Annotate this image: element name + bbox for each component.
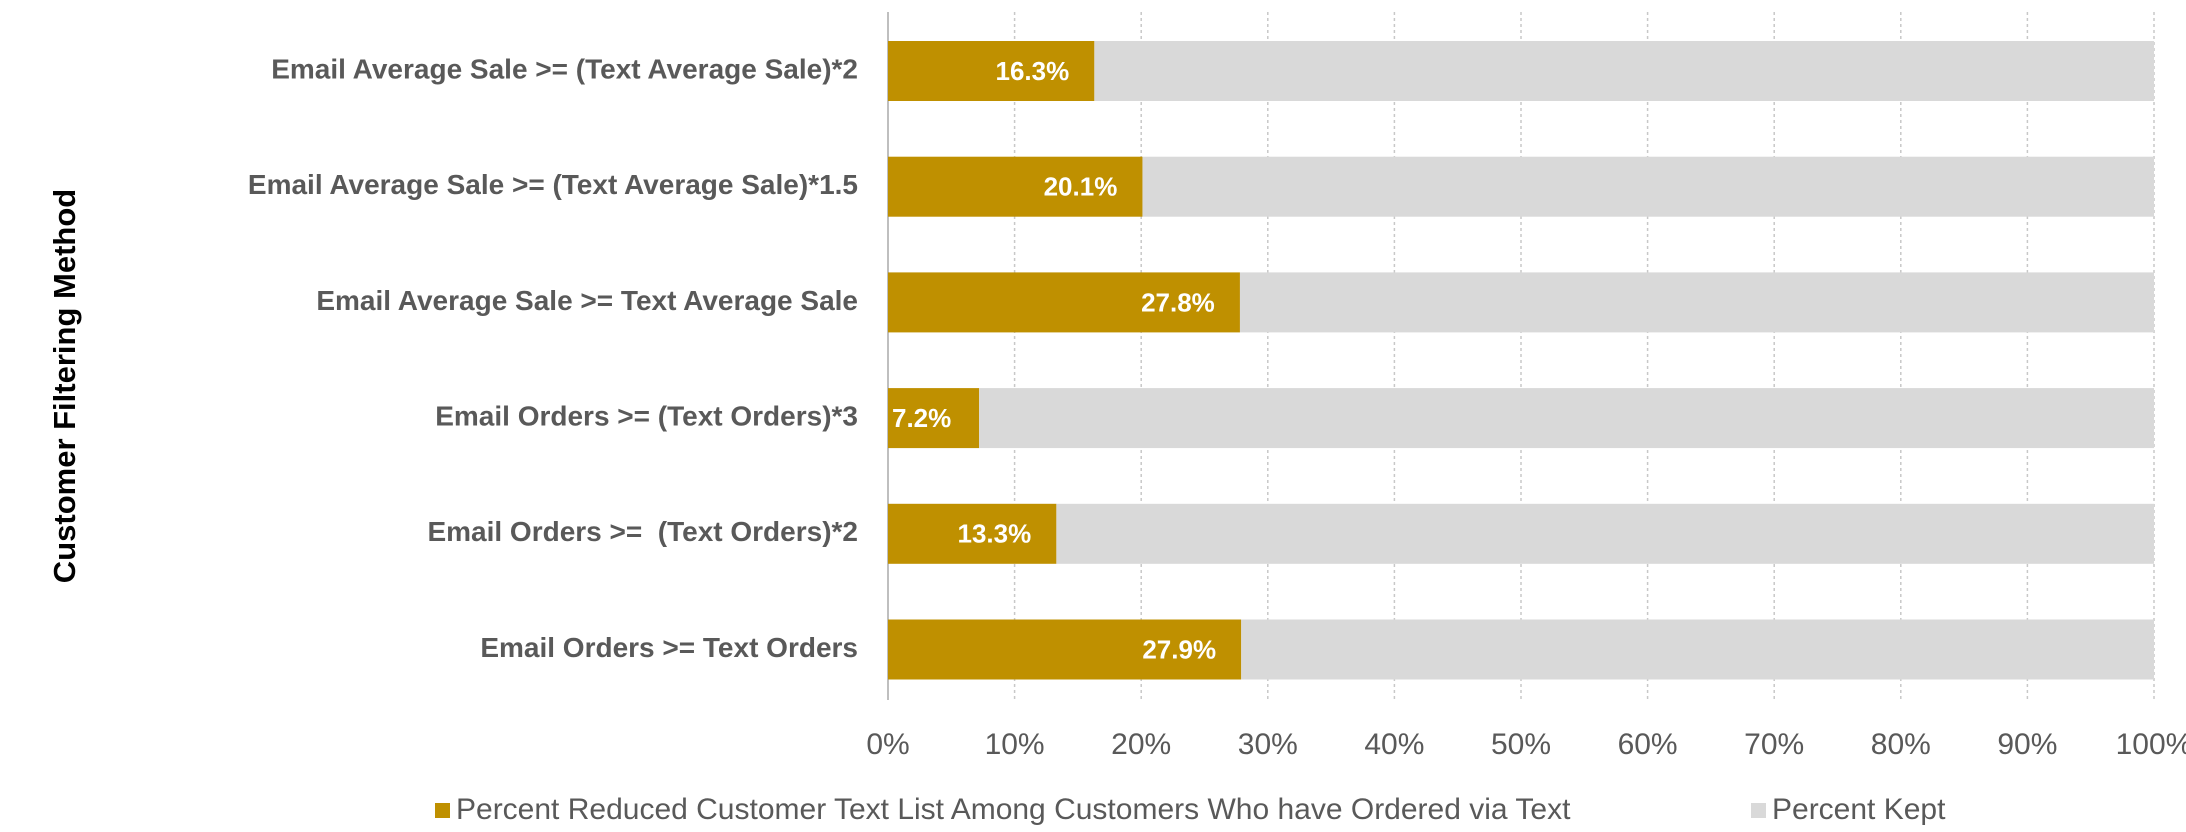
y-axis-label: Customer Filtering Method [47,189,82,583]
value-label: 27.9% [1142,634,1216,664]
x-tick-label: 50% [1491,728,1551,761]
y-tick-label: Email Orders >= Text Orders [480,632,858,663]
x-tick-label: 90% [1997,728,2057,761]
bar-segment [888,619,1242,680]
bar-segment [1056,503,2154,564]
bar-segment [1239,272,2154,333]
y-tick-label: Email Average Sale >= (Text Average Sale… [248,169,858,200]
bar-segment [888,503,1057,564]
x-tick-label: 10% [985,728,1045,761]
y-tick-label: Email Average Sale >= Text Average Sale [316,285,858,316]
legend-label: Percent Reduced Customer Text List Among… [456,793,1571,826]
bar-segment [888,41,1095,101]
value-label: 27.8% [1141,287,1215,317]
x-tick-label: 70% [1744,728,1804,761]
bar-segment [1241,619,2154,680]
value-label: 7.2% [892,403,951,433]
y-tick-label: Email Orders >= (Text Orders)*2 [427,516,858,547]
bar-segment [1094,41,2154,101]
bar-segment [1142,156,2154,217]
value-label: 20.1% [1044,172,1118,202]
legend-swatch [435,803,450,818]
x-tick-label: 80% [1871,728,1931,761]
y-tick-label: Email Orders >= (Text Orders)*3 [435,400,858,431]
bar-segment [888,156,1143,217]
x-tick-label: 60% [1618,728,1678,761]
x-tick-label: 40% [1364,728,1424,761]
x-tick-label: 30% [1238,728,1298,761]
bar-segment [888,388,980,449]
y-tick-label: Email Average Sale >= (Text Average Sale… [271,53,858,84]
x-tick-label: 100% [2116,728,2186,761]
legend-label: Percent Kept [1772,793,1946,826]
legend-swatch [1751,803,1766,818]
value-label: 13.3% [958,519,1032,549]
bar-segment [979,388,2154,449]
x-tick-label: 0% [866,728,909,761]
bar-segment [888,272,1240,333]
value-label: 16.3% [995,56,1069,86]
x-tick-label: 20% [1111,728,1171,761]
